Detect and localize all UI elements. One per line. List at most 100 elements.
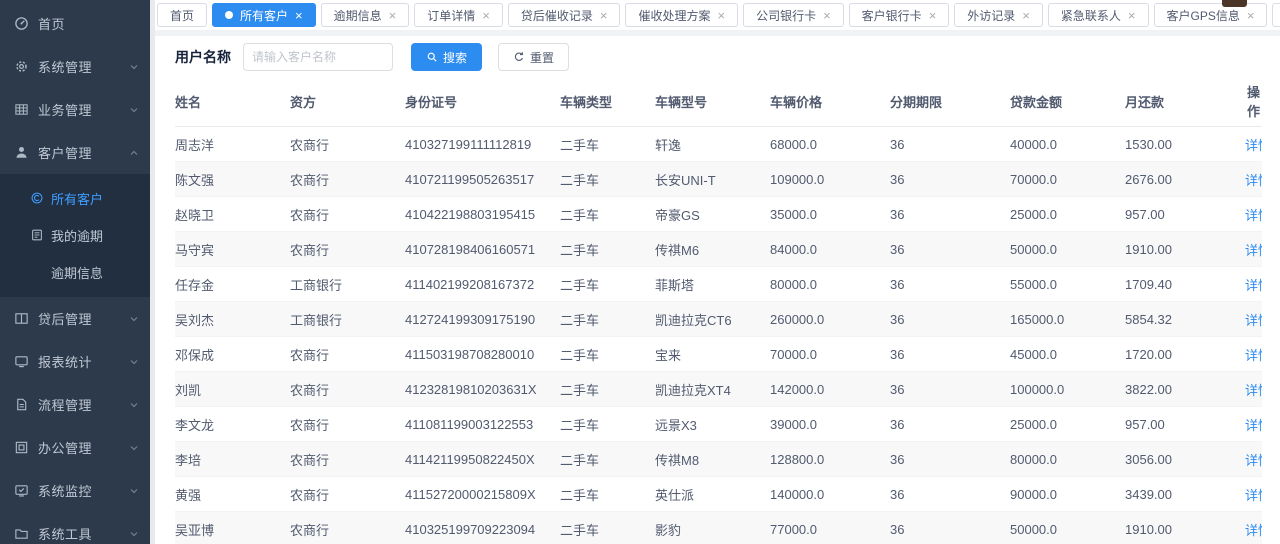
table-row[interactable]: 刘凯 农商行 41232819810203631X 二手车 凯迪拉克XT4 142000.… (175, 371, 1262, 407)
detail-link[interactable]: 详情 (1245, 172, 1262, 188)
detail-link[interactable]: 详情 (1245, 347, 1262, 363)
tab-customer-bank-card[interactable]: 客户银行卡 × (848, 3, 950, 27)
table-row[interactable]: 赵晓卫 农商行 410422198803195415 二手车 帝豪GS 35000.0 36… (175, 196, 1262, 232)
sidebar-item-home[interactable]: 首页 (0, 2, 150, 45)
menu-item-label: 贷后管理 (38, 312, 93, 327)
close-icon[interactable]: × (1022, 7, 1030, 23)
sidebar-subitem-my-overdue[interactable]: 我的逾期 (0, 217, 150, 254)
close-icon[interactable]: × (295, 7, 303, 23)
table-cell: 260000.0 (770, 301, 890, 337)
close-icon[interactable]: × (1127, 7, 1136, 23)
menu-icon (14, 16, 30, 32)
table-cell: 410327199111112819 (405, 126, 560, 162)
detail-link[interactable]: 详情 (1245, 382, 1262, 398)
tab-home[interactable]: 首页 (157, 3, 208, 27)
table-cell: 二手车 (560, 126, 655, 162)
search-label: 用户名称 (175, 49, 231, 65)
table-cell: 1910.00 (1125, 511, 1245, 544)
table-cell: 410721199505263517 (405, 161, 560, 197)
menu-icon (14, 526, 30, 542)
table-cell: 农商行 (290, 196, 405, 232)
detail-link[interactable]: 详情 (1245, 137, 1262, 153)
tab-my-todo[interactable]: 我的待办 × (1272, 3, 1280, 27)
table-row[interactable]: 吴刘杰 工商银行 412724199309175190 二手车 凯迪拉克CT6 26000… (175, 301, 1262, 337)
reset-button[interactable]: 重置 (498, 43, 570, 71)
table-row[interactable]: 邓保成 农商行 411503198708280010 二手车 宝来 70000.0 36 45… (175, 336, 1262, 372)
table-cell: 宝来 (655, 336, 770, 372)
detail-link[interactable]: 详情 (1245, 277, 1262, 293)
close-icon[interactable]: × (482, 7, 490, 23)
table-row[interactable]: 任存金 工商银行 411402199208167372 二手车 菲斯塔 80000.0 36… (175, 266, 1262, 302)
table-row[interactable]: 陈文强 农商行 410721199505263517 二手车 长安UNI-T 109000… (175, 161, 1262, 197)
table-row[interactable]: 李培 农商行 41142119950822450X 二手车 传祺M8 128800.0 36… (175, 441, 1262, 477)
sidebar-item-system-tools[interactable]: 系统工具 (0, 512, 150, 544)
sidebar-item-system-monitor[interactable]: 系统监控 (0, 469, 150, 512)
table-cell: 36 (890, 301, 1010, 337)
tab-customer-gps-info[interactable]: 客户GPS信息 × (1153, 3, 1268, 27)
tab-overdue-info[interactable]: 逾期信息 × (320, 3, 410, 27)
customers-table: 姓名 资方 身份证号 车辆类型 车辆型号 车辆价格 分期期限 贷款金额 月还款 操作 周志洋 农商行… (175, 82, 1262, 544)
table-row[interactable]: 李文龙 农商行 411081199003122553 二手车 远景X3 39000.0 36… (175, 406, 1262, 442)
tab-all-customers[interactable]: 所有客户 × (212, 3, 316, 27)
chevron-icon (128, 313, 140, 325)
table-cell: 39000.0 (770, 406, 890, 442)
detail-link[interactable]: 详情 (1245, 242, 1262, 258)
sidebar-item-process-management[interactable]: 流程管理 (0, 383, 150, 426)
tab-order-detail[interactable]: 订单详情 × (414, 3, 503, 27)
table-cell: 36 (890, 161, 1010, 197)
table-cell: 二手车 (560, 476, 655, 512)
detail-link[interactable]: 详情 (1245, 207, 1262, 223)
sidebar-item-post-loan-management[interactable]: 贷后管理 (0, 297, 150, 340)
detail-link[interactable]: 详情 (1245, 312, 1262, 328)
close-icon[interactable]: × (599, 7, 608, 23)
menu-item-label: 办公管理 (38, 441, 93, 456)
search-button[interactable]: 搜索 (411, 43, 483, 71)
tab-emergency-contacts[interactable]: 紧急联系人 × (1047, 3, 1149, 27)
menu-item-label: 业务管理 (38, 103, 93, 118)
close-icon[interactable]: × (717, 7, 726, 23)
action-cell: 详情 (1245, 476, 1262, 512)
detail-link[interactable]: 详情 (1245, 417, 1262, 433)
content-panel: 用户名称 搜索 重置 姓名资方身份证号车辆类型车辆型号车辆价格分期期限贷款金额月… (155, 36, 1280, 544)
refresh-icon (513, 51, 525, 63)
sidebar-item-customer-management[interactable]: 客户管理 (0, 131, 150, 174)
menu-item-label: 首页 (38, 17, 66, 32)
sidebar-scrollbar[interactable] (150, 0, 155, 544)
table-cell: 二手车 (560, 231, 655, 267)
tab-post-loan-collection-records[interactable]: 贷后催收记录 × (507, 3, 621, 27)
table-row[interactable]: 马守宾 农商行 410728198406160571 二手车 传祺M6 84000.0 36… (175, 231, 1262, 267)
table-row[interactable]: 黄强 农商行 41152720000215809X 二手车 英仕派 140000.0 36 9… (175, 476, 1262, 512)
tab-company-bank-card[interactable]: 公司银行卡 × (743, 3, 844, 27)
action-cell: 详情 (1245, 196, 1262, 232)
table-cell: 马守宾 (175, 231, 290, 267)
sidebar-item-system-management[interactable]: 系统管理 (0, 45, 150, 88)
detail-link[interactable]: 详情 (1245, 452, 1262, 468)
close-icon[interactable]: × (823, 7, 831, 23)
menu-item-label: 系统管理 (38, 60, 93, 75)
sidebar-subitem-overdue-info[interactable]: 逾期信息 (0, 254, 150, 291)
tab-visit-records[interactable]: 外访记录 × (954, 3, 1043, 27)
table-cell: 菲斯塔 (655, 266, 770, 302)
detail-link[interactable]: 详情 (1245, 487, 1262, 503)
menu-item-label: 系统监控 (38, 484, 93, 499)
column-header: 月还款 (1125, 82, 1245, 127)
table-cell: 90000.0 (1010, 476, 1125, 512)
table-row[interactable]: 吴亚博 农商行 410325199709223094 二手车 影豹 77000.0 36 50… (175, 511, 1262, 544)
submenu-icon (30, 191, 45, 206)
table-cell: 农商行 (290, 336, 405, 372)
table-cell: 25000.0 (1010, 406, 1125, 442)
avatar[interactable] (1222, 0, 1247, 7)
close-icon[interactable]: × (928, 7, 937, 23)
customer-name-input[interactable] (243, 43, 393, 71)
sidebar-item-report-statistics[interactable]: 报表统计 (0, 340, 150, 383)
action-cell: 详情 (1245, 336, 1262, 372)
tab-collection-plan[interactable]: 催收处理方案 × (625, 3, 739, 27)
sidebar-item-office-management[interactable]: 办公管理 (0, 426, 150, 469)
detail-link[interactable]: 详情 (1245, 522, 1262, 538)
sidebar-item-business-management[interactable]: 业务管理 (0, 88, 150, 131)
sidebar-subitem-all-customers[interactable]: 所有客户 (0, 180, 150, 217)
table-row[interactable]: 周志洋 农商行 410327199111112819 二手车 轩逸 68000.0 36 40… (175, 126, 1262, 162)
table-cell: 农商行 (290, 371, 405, 407)
close-icon[interactable]: × (1246, 7, 1255, 23)
close-icon[interactable]: × (388, 7, 397, 23)
